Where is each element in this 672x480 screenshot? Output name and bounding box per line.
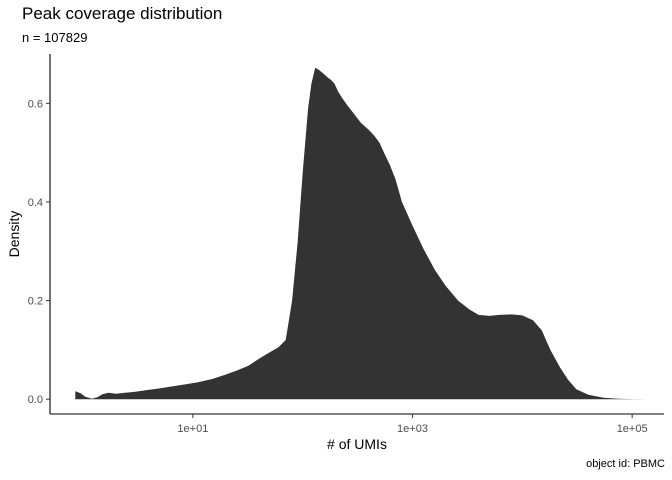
x-tick-label: 1e+01 [177,423,208,435]
x-tick-label: 1e+05 [617,423,648,435]
y-tick-label: 0.2 [28,296,43,308]
y-tick-label: 0.6 [28,98,43,110]
chart-caption: object id: PBMC [586,458,665,470]
chart-subtitle: n = 107829 [22,30,88,45]
chart-title: Peak coverage distribution [22,4,223,23]
x-tick-label: 1e+03 [397,423,428,435]
y-tick-label: 0.4 [28,197,43,209]
density-area [75,67,649,400]
x-axis-title: # of UMIs [327,436,387,452]
y-axis-title: Density [6,210,22,258]
y-tick-label: 0.0 [28,394,43,406]
